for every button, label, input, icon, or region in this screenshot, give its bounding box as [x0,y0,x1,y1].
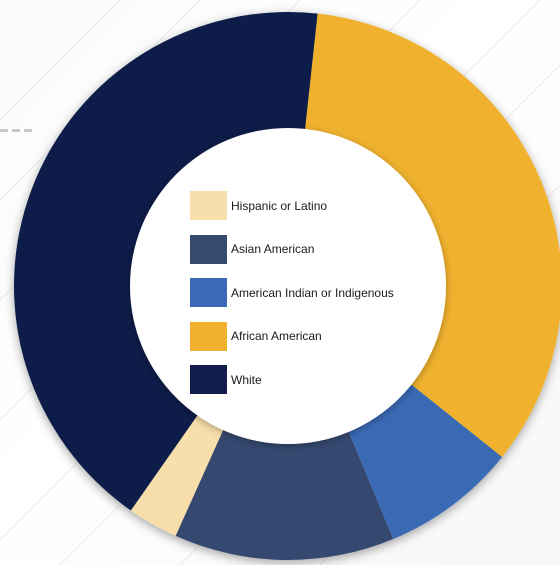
legend-swatch [190,365,227,394]
legend-item-african-american: African American [190,321,420,351]
legend-label: American Indian or Indigenous [231,285,394,300]
legend-item-american-indian-or-indigenous: American Indian or Indigenous [190,278,420,307]
legend-label: Asian American [231,242,315,256]
legend-swatch [190,191,227,220]
legend: Hispanic or Latino Asian American Americ… [190,191,420,409]
legend-label: White [231,372,262,387]
legend-swatch [190,234,227,264]
legend-label: African American [231,329,322,343]
legend-swatch [190,278,227,307]
legend-item-hispanic-or-latino: Hispanic or Latino [190,191,420,220]
legend-swatch [190,321,227,351]
legend-item-white: White [190,365,420,394]
legend-item-asian-american: Asian American [190,234,420,264]
legend-label: Hispanic or Latino [231,198,328,213]
